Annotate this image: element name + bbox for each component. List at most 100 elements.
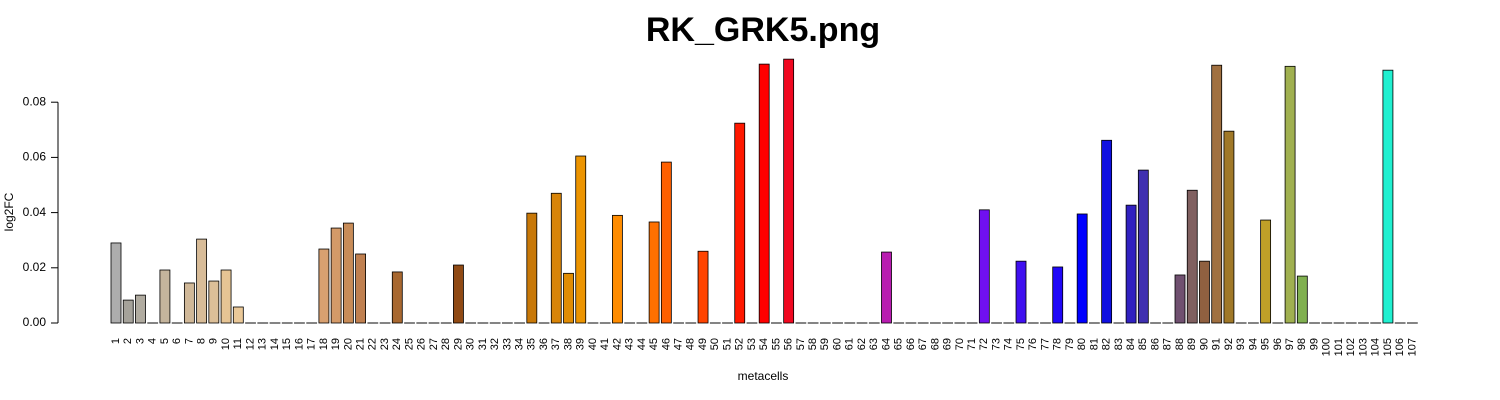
- bar: [722, 322, 733, 324]
- x-tick-label: 107: [1406, 338, 1418, 356]
- bar: [587, 322, 599, 324]
- bar: [660, 161, 672, 324]
- bar: [966, 322, 978, 324]
- bar: [1370, 322, 1382, 324]
- x-tick-label: 46: [660, 338, 672, 350]
- x-tick-label: 43: [624, 338, 636, 350]
- x-tick-label: 74: [1003, 338, 1015, 350]
- x-tick-label: 82: [1101, 338, 1113, 350]
- x-tick-label: 47: [672, 338, 684, 350]
- bar: [183, 282, 195, 324]
- x-tick-label: 13: [257, 338, 269, 350]
- x-tick-label: 83: [1113, 338, 1125, 350]
- y-axis-label: log2FC: [2, 192, 16, 231]
- x-tick-label: 70: [954, 338, 966, 350]
- bar: [196, 238, 208, 324]
- x-tick-label: 6: [171, 338, 183, 344]
- bar: [844, 322, 856, 324]
- x-tick-label: 102: [1345, 338, 1357, 356]
- bar: [1186, 189, 1198, 324]
- x-tick-label: 67: [917, 338, 929, 350]
- x-tick-label: 14: [269, 338, 281, 350]
- x-tick-label: 50: [709, 338, 721, 350]
- bar: [868, 322, 880, 324]
- bar: [1052, 266, 1064, 324]
- bar: [1358, 322, 1369, 324]
- x-tick-label: 39: [575, 338, 587, 350]
- x-tick-label: 99: [1308, 338, 1320, 350]
- x-tick-label: 3: [134, 338, 146, 344]
- x-tick-label: 28: [440, 338, 452, 350]
- bar: [954, 322, 966, 324]
- bar: [893, 322, 905, 324]
- x-axis-label: metacells: [738, 369, 789, 383]
- x-tick-label: 18: [318, 338, 330, 350]
- bar: [489, 322, 501, 324]
- bar: [1040, 322, 1051, 324]
- x-tick-label: 84: [1125, 338, 1137, 350]
- bar: [1150, 322, 1161, 324]
- x-tick-label: 21: [355, 338, 367, 350]
- x-tick-label: 79: [1064, 338, 1076, 350]
- bar: [1101, 139, 1113, 324]
- x-tick-label: 10: [220, 338, 232, 350]
- x-tick-label: 78: [1052, 338, 1064, 350]
- x-tick-label: 15: [281, 338, 293, 350]
- bar: [514, 322, 525, 324]
- bar: [1174, 274, 1186, 324]
- bar: [599, 322, 611, 324]
- bar: [563, 272, 574, 324]
- bar: [881, 251, 892, 324]
- x-tick-label: 25: [403, 338, 415, 350]
- x-tick-label: 94: [1247, 338, 1259, 350]
- bar: [991, 322, 1002, 324]
- bar: [306, 322, 318, 324]
- x-tick-label: 90: [1198, 338, 1210, 350]
- x-tick-label: 51: [721, 338, 733, 350]
- x-tick-label: 4: [147, 338, 159, 344]
- x-tick-label: 5: [159, 338, 171, 344]
- x-tick-label: 56: [783, 338, 795, 350]
- x-tick-label: 104: [1370, 338, 1382, 356]
- bar: [673, 322, 684, 324]
- x-tick-label: 58: [807, 338, 819, 350]
- x-tick-label: 8: [196, 338, 208, 344]
- bar: [709, 322, 721, 324]
- bar: [220, 269, 232, 324]
- bar: [477, 322, 489, 324]
- bar: [1284, 65, 1296, 324]
- x-tick-label: 92: [1223, 338, 1235, 350]
- x-tick-label: 98: [1296, 338, 1308, 350]
- x-tick-label: 27: [428, 338, 440, 350]
- x-tick-label: 85: [1137, 338, 1149, 350]
- bar: [245, 322, 256, 324]
- bar: [1076, 213, 1088, 324]
- x-tick-label: 1: [110, 338, 122, 344]
- x-tick-label: 17: [306, 338, 318, 350]
- bar: [159, 269, 171, 324]
- y-tick-label: 0.02: [23, 260, 47, 274]
- x-tick-label: 32: [489, 338, 501, 350]
- bar: [1296, 275, 1308, 324]
- bar: [171, 322, 183, 324]
- bar: [538, 322, 550, 324]
- bar: [147, 322, 159, 324]
- bar: [110, 242, 122, 324]
- x-tick-label: 63: [868, 338, 880, 350]
- x-tick-label: 52: [734, 338, 746, 350]
- x-tick-label: 55: [770, 338, 782, 350]
- bar: [550, 192, 562, 324]
- bar: [1064, 322, 1076, 324]
- x-tick-label: 60: [831, 338, 843, 350]
- x-tick-label: 30: [465, 338, 477, 350]
- bar: [1015, 260, 1027, 324]
- x-tick-label: 105: [1382, 338, 1394, 356]
- bar: [232, 306, 244, 324]
- x-tick-label: 86: [1149, 338, 1161, 350]
- x-tick-label: 64: [880, 338, 892, 350]
- x-tick-label: 20: [342, 338, 354, 350]
- bar: [257, 322, 269, 324]
- x-tick-label: 23: [379, 338, 391, 350]
- bar: [795, 322, 807, 324]
- bar: [1113, 322, 1125, 324]
